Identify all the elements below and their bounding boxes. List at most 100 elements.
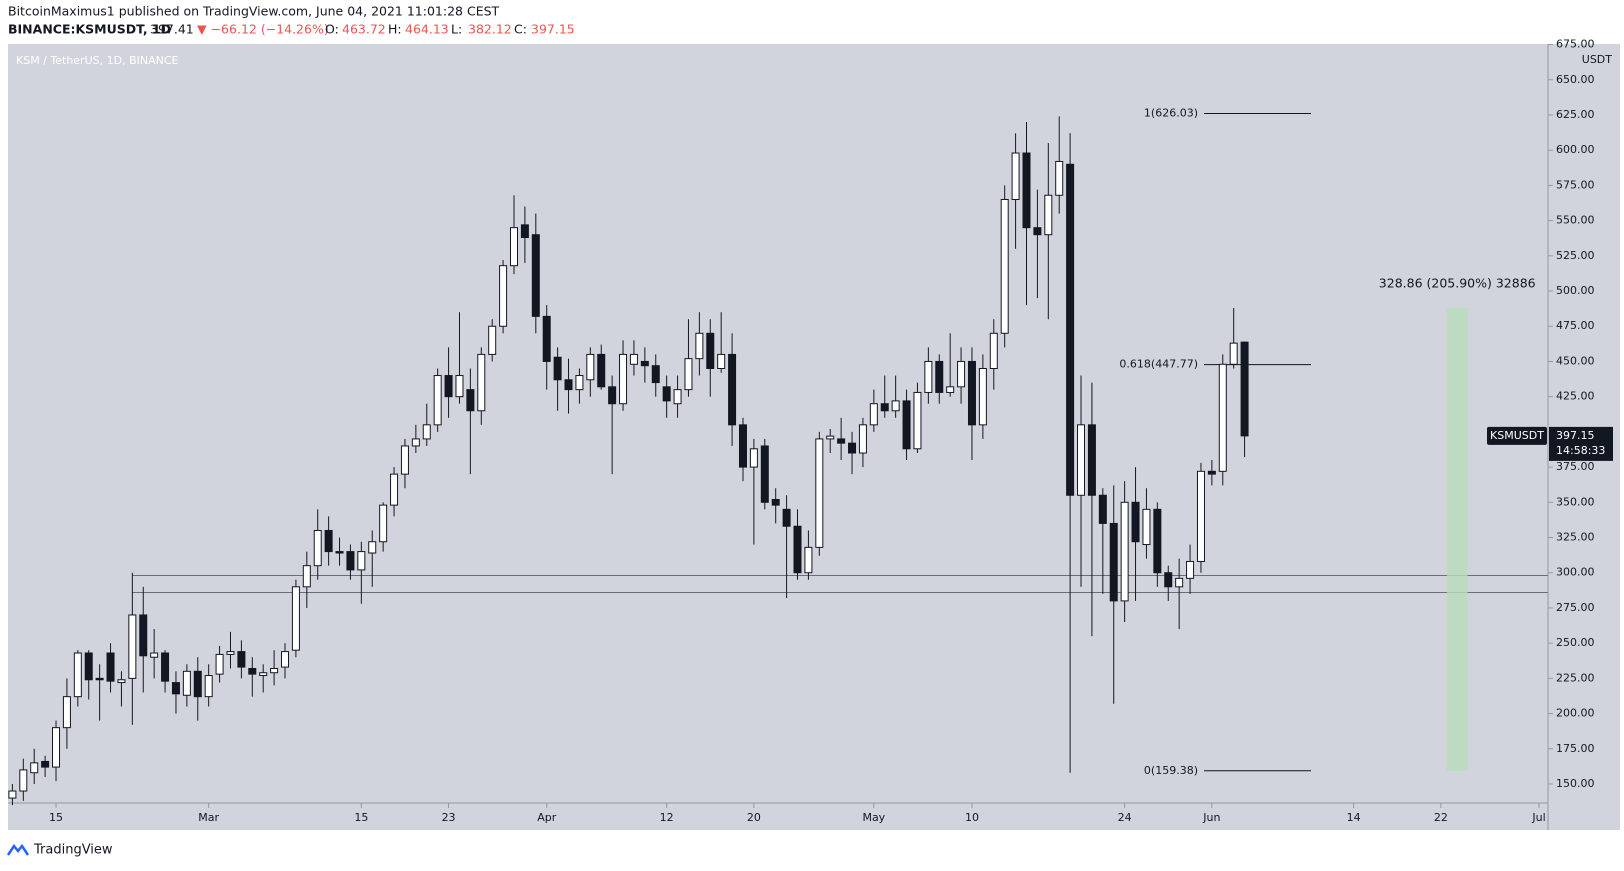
candle-body [858, 424, 867, 454]
candle-body [673, 389, 682, 405]
quote-value: 397.15 [531, 22, 575, 37]
y-tick-label: 625.00 [1556, 108, 1595, 121]
candle-body [957, 360, 966, 388]
candle-body [30, 762, 39, 774]
candle-body [520, 224, 529, 239]
candle-body [629, 353, 638, 365]
candle-body [379, 504, 388, 543]
candle-body [848, 442, 857, 454]
y-tick-label: 675.00 [1556, 38, 1595, 51]
candle-body [619, 353, 628, 405]
x-tick-label: Jun [1202, 811, 1220, 824]
candle-body [313, 529, 322, 567]
candle-body [139, 614, 148, 657]
candle-body [1109, 522, 1118, 602]
candle-body [1000, 198, 1009, 334]
candle-body [1011, 152, 1020, 200]
y-tick-label: 525.00 [1556, 249, 1595, 262]
x-tick-label: Jul [1531, 811, 1545, 824]
x-tick-label: 12 [660, 811, 674, 824]
candle-body [1186, 560, 1195, 579]
y-tick-label: 475.00 [1556, 319, 1595, 332]
candle-body [455, 375, 464, 398]
chart-background [8, 44, 1620, 830]
y-tick-label: 225.00 [1556, 671, 1595, 684]
y-tick-label: 325.00 [1556, 531, 1595, 544]
candle-body [193, 670, 202, 698]
candle-body [95, 677, 104, 681]
candle-body [499, 265, 508, 327]
candle-body [302, 565, 311, 588]
candle-body [1033, 227, 1042, 236]
candle-body [553, 356, 562, 381]
candle-body [597, 353, 606, 388]
price-tag [1549, 426, 1613, 461]
x-tick-label: 15 [49, 811, 63, 824]
fib-label: 0(159.38) [1144, 764, 1198, 777]
candle-body [728, 353, 737, 426]
x-tick-label: 24 [1118, 811, 1132, 824]
candle-body [106, 652, 115, 682]
price-tag-text: 397.15 [1556, 429, 1595, 442]
y-tick-label: 175.00 [1556, 742, 1595, 755]
y-tick-label: 375.00 [1556, 460, 1595, 473]
candle-body [281, 651, 290, 668]
y-tick-label: 575.00 [1556, 178, 1595, 191]
chart-title: KSM / TetherUS, 1D, BINANCE [16, 54, 179, 67]
x-tick-label: Mar [198, 811, 219, 824]
candle-body [804, 546, 813, 574]
y-tick-label: 300.00 [1556, 566, 1595, 579]
x-tick-label: 22 [1434, 811, 1448, 824]
x-tick-label: Apr [537, 811, 557, 824]
measure-label: 328.86 (205.90%) 32886 [1379, 275, 1536, 290]
candle-body [1229, 342, 1238, 365]
candle-body [73, 652, 82, 698]
candle-body [1077, 424, 1086, 496]
candle-body [8, 790, 17, 799]
axis-unit: USDT [1582, 53, 1613, 66]
candle-body [324, 529, 333, 553]
candle-body [477, 353, 486, 412]
candle-body [1022, 152, 1031, 229]
candle-body [237, 651, 246, 668]
candle-body [640, 360, 649, 367]
candle-body [182, 670, 191, 696]
candle-body [684, 358, 693, 391]
candle-body [1131, 501, 1140, 543]
candle-body [52, 727, 61, 768]
y-tick-label: 600.00 [1556, 143, 1595, 156]
y-tick-label: 275.00 [1556, 601, 1595, 614]
candle-body [717, 353, 726, 370]
last-price: 397.41 [150, 22, 194, 37]
candle-body [782, 508, 791, 527]
candle-body [150, 652, 159, 658]
x-tick-label: 10 [965, 811, 979, 824]
symbol-tag-text: KSMUSDT [1490, 429, 1544, 442]
candle-body [1207, 470, 1216, 475]
x-tick-label: May [862, 811, 885, 824]
y-tick-label: 425.00 [1556, 390, 1595, 403]
candle-body [117, 679, 126, 684]
candle-body [608, 386, 617, 405]
quote-label: L: [451, 22, 462, 37]
quote-value: 463.72 [342, 22, 386, 37]
candle-body [880, 403, 889, 412]
change: ▼ −66.12 (−14.26%) [197, 22, 329, 37]
candle-body [564, 379, 573, 391]
candle-body [662, 386, 671, 402]
candle-body [368, 541, 377, 554]
candle-body [651, 365, 660, 384]
candle-body [695, 332, 704, 360]
countdown: 14:58:33 [1556, 444, 1605, 457]
candle-body [1153, 508, 1162, 574]
y-tick-label: 350.00 [1556, 495, 1595, 508]
logo [6, 843, 30, 856]
y-tick-label: 550.00 [1556, 214, 1595, 227]
candle-body [1240, 341, 1249, 437]
candle-body [826, 435, 835, 440]
candle-body [161, 652, 170, 682]
candle-body [390, 473, 399, 506]
candle-body [1196, 470, 1205, 562]
candle-body [815, 438, 824, 548]
candle-body [204, 675, 213, 698]
